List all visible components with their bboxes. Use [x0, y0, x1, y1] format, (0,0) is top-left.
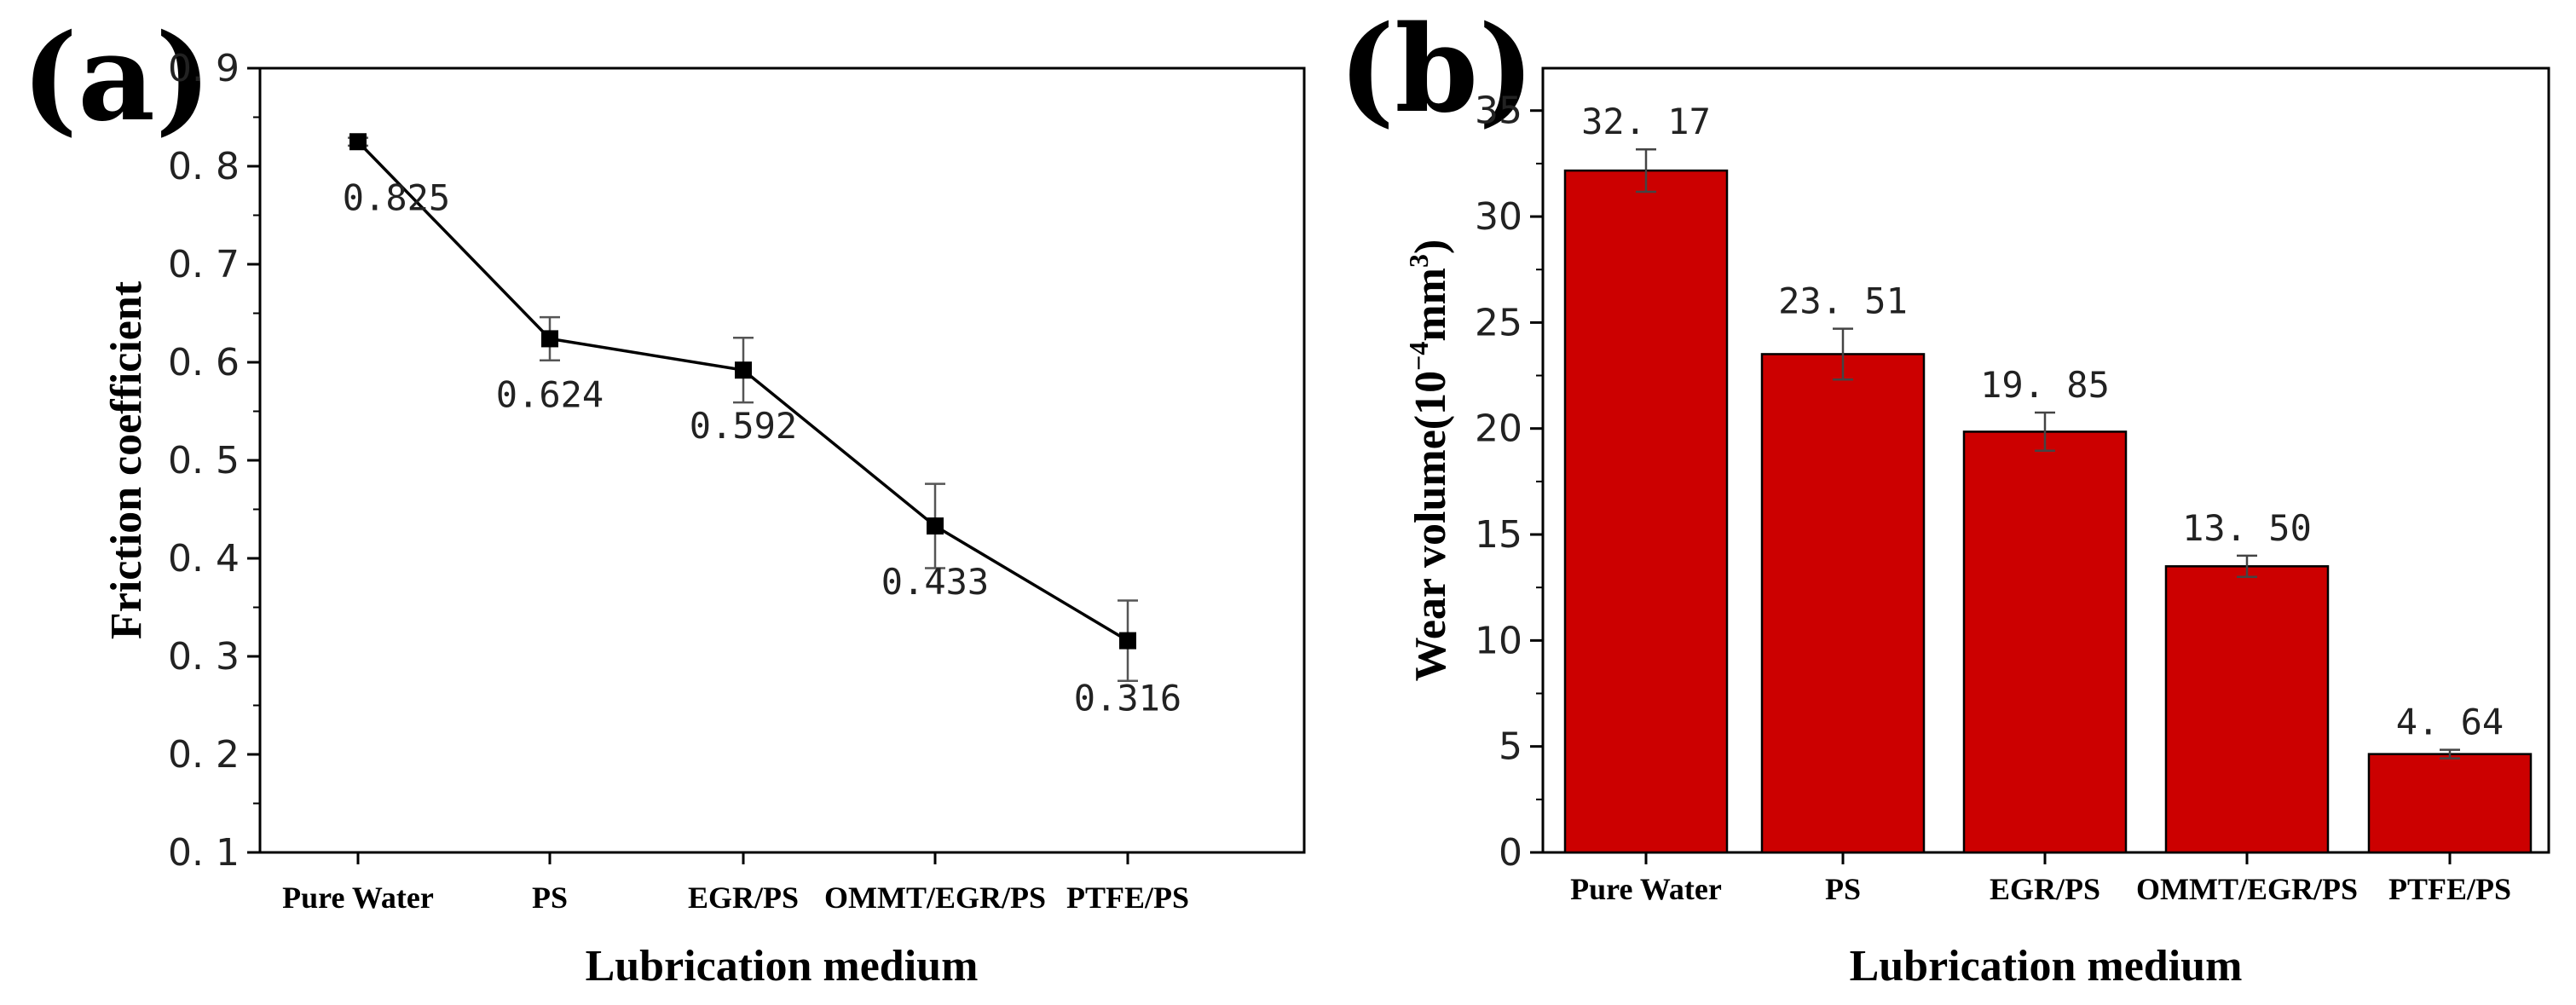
- panel-a-points: 0.825 0.624 0.592 0.433 0.316: [343, 133, 1181, 719]
- panel-a-value-label: 0.592: [690, 405, 797, 447]
- panel-a-x-tick-label: OMMT/EGR/PS: [824, 881, 1046, 915]
- panel-b-bar: [1563, 169, 1729, 854]
- panel-a-y-tick-label: 0. 7: [168, 243, 240, 286]
- panel-a-y-tick-label: 0. 8: [168, 145, 240, 188]
- panel-b-y-tick-label: 5: [1499, 725, 1522, 769]
- panel-a-value-label: 0.433: [881, 561, 989, 603]
- panel-a-label: (a): [21, 9, 211, 148]
- panel-b-x-tick-label: PTFE/PS: [2388, 872, 2511, 906]
- panel-a-x-tick-label: PTFE/PS: [1066, 881, 1189, 915]
- panel-b-y-title-exp: −4: [1403, 342, 1434, 371]
- panel-a-marker: [349, 133, 367, 151]
- panel-b-y-tick-label: 25: [1475, 301, 1522, 344]
- panel-a-x-tick-label: EGR/PS: [688, 881, 799, 915]
- panel-a-y-tick-label: 0. 2: [168, 733, 240, 777]
- panel-b-y-title-main: Wear volume(10: [1406, 371, 1455, 681]
- panel-b-bars: 32. 17 23. 51 19. 85 13. 50 4. 64: [1563, 101, 2533, 854]
- panel-b-value-label: 4. 64: [2396, 702, 2504, 743]
- panel-b-y-axis: 0 5 10 15 20 25 30 35: [1475, 90, 1543, 875]
- panel-a-x-axis: Pure Water PS EGR/PS OMMT/EGR/PS PTFE/PS: [282, 852, 1189, 915]
- panel-a-friction-chart: (a) 0. 1 0. 2 0. 3 0. 4 0. 5 0. 6 0. 7 0. 8 0. 9…: [21, 9, 1306, 991]
- panel-b-x-tick-label: Pure Water: [1570, 872, 1722, 906]
- panel-a-y-tick-label: 0. 6: [168, 341, 240, 384]
- panel-a-marker: [927, 517, 944, 535]
- panel-a-y-axis: 0. 1 0. 2 0. 3 0. 4 0. 5 0. 6 0. 7 0. 8 0. 9: [168, 47, 260, 875]
- panel-b-value-label: 23. 51: [1778, 280, 1908, 322]
- panel-a-y-tick-label: 0. 3: [168, 635, 240, 679]
- panel-b-x-axis: Pure Water PS EGR/PS OMMT/EGR/PS PTFE/PS: [1570, 852, 2511, 906]
- panel-a-y-title: Friction coefficient: [102, 280, 151, 639]
- panel-b-y-title-end: ): [1406, 240, 1455, 254]
- panel-b-bar: [1962, 430, 2128, 854]
- panel-b-value-label: 32. 17: [1581, 101, 1711, 142]
- panel-b-value-label: 13. 50: [2182, 507, 2312, 549]
- panel-a-y-tick-label: 0. 5: [168, 439, 240, 482]
- panel-a-y-tick-label: 0. 1: [168, 831, 240, 875]
- panel-b-x-tick-label: OMMT/EGR/PS: [2136, 872, 2358, 906]
- panel-b-value-label: 19. 85: [1980, 364, 2110, 406]
- panel-b-y-tick-label: 15: [1475, 513, 1522, 557]
- panel-b-bar: [2164, 565, 2330, 854]
- panel-a-value-label: 0.624: [496, 373, 604, 415]
- panel-b-y-title-unit-exp: 3: [1403, 254, 1434, 268]
- panel-b-x-tick-label: PS: [1825, 872, 1861, 906]
- panel-a-value-label: 0.316: [1074, 678, 1181, 719]
- panel-a-value-label: 0.825: [343, 176, 450, 218]
- panel-b-x-tick-label: EGR/PS: [1990, 872, 2100, 906]
- panel-b-y-tick-label: 35: [1475, 90, 1522, 133]
- panel-a-y-tick-label: 0. 4: [168, 537, 240, 580]
- panel-b-y-tick-label: 30: [1475, 195, 1522, 239]
- panel-a-x-tick-label: PS: [532, 881, 568, 915]
- panel-a-x-title: Lubrication medium: [586, 942, 979, 991]
- panel-b-label: (b): [1338, 0, 1534, 140]
- panel-b-y-title-unit: mm: [1406, 268, 1455, 342]
- panel-b-y-tick-label: 10: [1475, 619, 1522, 662]
- panel-a-y-tick-label: 0. 9: [168, 47, 240, 90]
- panel-b-y-tick-label: 20: [1475, 407, 1522, 451]
- panel-a-marker: [1119, 632, 1136, 650]
- panel-b-y-tick-label: 0: [1499, 831, 1522, 875]
- panel-b-bar: [1760, 353, 1926, 854]
- panel-a-marker: [735, 361, 752, 379]
- panel-b-x-title: Lubrication medium: [1850, 942, 2243, 991]
- panel-b-bar: [2367, 753, 2533, 854]
- panel-a-marker: [541, 330, 558, 348]
- panel-b-y-title: Wear volume(10−4mm3): [1403, 240, 1455, 682]
- panel-a-x-tick-label: Pure Water: [282, 881, 434, 915]
- panel-b-wear-chart: (b) 32. 17 23. 51 19. 85 13. 50 4. 64 0 5 10 15…: [1338, 0, 2550, 991]
